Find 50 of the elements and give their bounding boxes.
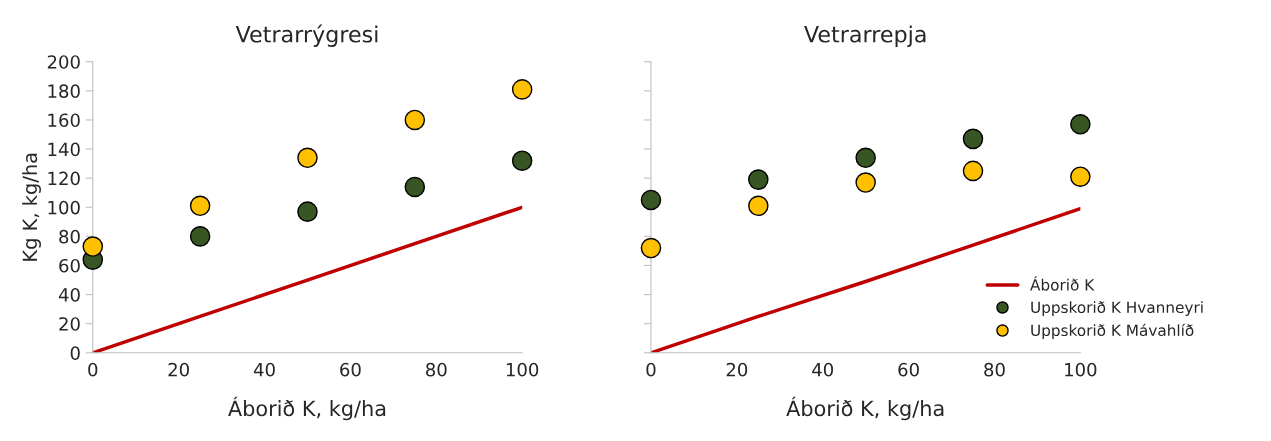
point: [404, 176, 426, 198]
point: [189, 226, 211, 247]
point: [962, 128, 984, 150]
chart-title: Vetrarrepja: [804, 25, 926, 47]
x-tick-label: 80: [426, 362, 447, 377]
x-tick-label: 100: [1065, 362, 1097, 377]
y-tick-label: 60: [59, 258, 80, 273]
x-tick-label: 40: [253, 362, 275, 377]
point: [962, 160, 984, 182]
point: [748, 195, 769, 217]
y-tick-label: 80: [59, 229, 80, 244]
point: [855, 172, 876, 193]
y-tick-label: 120: [48, 171, 80, 186]
y-axis-title: Kg K, kg/ha: [22, 153, 41, 261]
x-tick-label: 20: [726, 362, 748, 377]
y-tick-label: 200: [47, 55, 80, 69]
point: [1070, 166, 1091, 187]
y-tick-label: 160: [48, 113, 80, 128]
point: [640, 189, 662, 211]
point: [404, 109, 426, 131]
legend-label: Áborið K: [1030, 276, 1095, 291]
y-tick-label: 20: [59, 317, 80, 331]
x-tick-label: 0: [88, 362, 98, 377]
point: [297, 147, 318, 169]
legend-label: Uppskorið K Hvanneyri: [1031, 301, 1203, 317]
point: [511, 79, 533, 100]
x-tick-label: 80: [984, 362, 1005, 377]
y-tick-label: 140: [48, 142, 80, 157]
y-tick-label: 100: [48, 200, 80, 215]
y-tick-label: 0: [70, 346, 80, 360]
point: [511, 150, 533, 171]
point: [748, 169, 769, 190]
point: [82, 236, 104, 257]
x-tick-label: 60: [898, 362, 919, 377]
point: [297, 201, 318, 222]
point: [189, 195, 211, 217]
x-tick-label: 40: [812, 362, 834, 377]
x-tick-label: 0: [646, 362, 656, 377]
x-tick-label: 60: [340, 362, 361, 377]
x-tick-label: 20: [168, 362, 189, 377]
y-tick-label: 40: [58, 288, 80, 302]
x-axis-title: Áborið K, kg/ha: [786, 396, 944, 421]
point: [855, 147, 876, 169]
x-tick-label: 100: [506, 362, 539, 377]
legend-label: Uppskorið K Mávahlíð: [1031, 323, 1194, 340]
point: [640, 237, 662, 259]
point: [1070, 114, 1091, 135]
chart-title: Vetrarrýgresi: [235, 24, 378, 47]
y-tick-label: 180: [48, 84, 80, 98]
x-axis-title: Áborið K, kg/ha: [228, 396, 386, 421]
